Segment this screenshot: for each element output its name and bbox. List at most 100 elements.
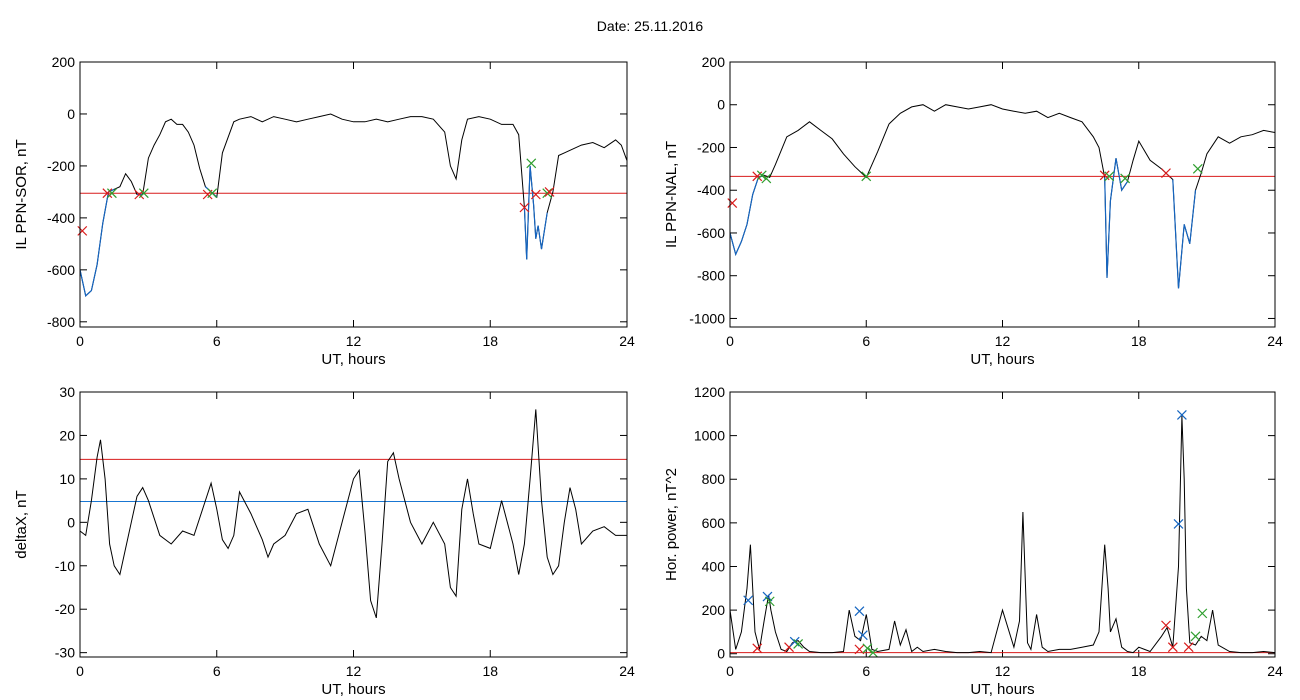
x-marker [1192,163,1203,174]
x-marker [207,188,218,199]
x-marker [862,643,873,654]
y-tick-label: 800 [702,471,726,487]
x-marker [868,647,878,658]
plot-frame [79,61,628,328]
x-axis-label: UT, hours [321,681,385,698]
x-tick-label: 6 [862,663,870,679]
x-marker [519,202,530,213]
x-marker [1176,409,1187,420]
x-marker [1190,631,1201,642]
y-axis-label: deltaX, nT [13,490,30,558]
x-tick-label: 12 [995,663,1011,679]
plot-frame [79,391,628,658]
x-marker [1197,608,1208,619]
y-tick-label: 10 [59,471,75,487]
x-marker [762,591,773,602]
storm-segment [730,174,765,257]
x-marker [102,188,113,199]
plot-deltax: 0 6 12 18 24 30 20 10 0 -10 -20 -30 UT, hours deltaX,… [13,384,635,698]
y-tick-label: -200 [47,158,75,174]
y-tick-label: 200 [52,54,76,70]
y-tick-label: -1000 [689,310,725,326]
figure-title: Date: 25.11.2016 [596,18,704,34]
storm-segment [80,188,115,297]
y-tick-label: -400 [697,182,725,198]
x-marker [1120,173,1131,184]
signal-line [80,113,627,297]
y-tick-label: 0 [67,106,75,122]
y-tick-label: 30 [59,384,75,400]
signal-line [730,104,1275,289]
y-tick-label: 600 [702,515,726,531]
x-axis-label: UT, hours [970,351,1034,368]
x-tick-label: 0 [76,333,84,349]
y-tick-label: 200 [702,602,726,618]
plot-il-ppn-sor: 0 6 12 18 24 200 0 -200 -400 -600 -800 UT, hours IL … [13,54,635,368]
x-marker [1104,171,1115,182]
x-marker [77,225,88,236]
x-marker [761,173,772,184]
x-marker [544,186,555,197]
x-tick-label: 18 [1131,663,1147,679]
x-tick-label: 6 [213,663,221,679]
x-tick-label: 24 [619,663,635,679]
y-tick-label: 1200 [694,384,725,400]
y-tick-label: 0 [67,514,75,530]
x-tick-label: 18 [1131,333,1147,349]
y-tick-label: 0 [717,97,725,113]
x-tick-label: 0 [726,333,734,349]
y-tick-label: 200 [702,54,726,70]
y-tick-label: -30 [55,645,75,661]
x-marker [1173,519,1184,529]
x-tick-label: 24 [1267,333,1283,349]
x-marker [854,606,865,617]
x-marker [542,188,553,199]
x-tick-label: 24 [1267,663,1283,679]
y-tick-label: -800 [697,268,725,284]
x-tick-label: 6 [862,333,870,349]
x-marker [727,198,738,208]
storm-segment [523,165,548,260]
x-marker [138,188,149,199]
y-tick-label: -600 [697,225,725,241]
x-marker [1167,642,1178,653]
x-marker [526,158,537,169]
y-tick-label: 20 [59,427,75,443]
plot-frame [729,61,1276,328]
y-tick-label: -600 [47,262,75,278]
storm-segment [1172,179,1197,289]
x-marker [1161,620,1171,631]
signal-line [80,409,627,619]
y-tick-label: 400 [702,558,726,574]
y-tick-label: -800 [47,314,75,330]
plot-frame [729,391,1276,658]
x-tick-label: 12 [995,333,1011,349]
y-tick-label: 0 [717,646,725,662]
x-marker [857,630,868,641]
y-axis-label: Hor. power, nT^2 [663,468,680,581]
y-axis-label: IL PPN-SOR, nT [13,139,30,249]
x-tick-label: 6 [213,333,221,349]
y-tick-label: -10 [55,558,75,574]
x-marker [793,638,804,649]
x-marker [861,171,872,182]
plot-horizontal-power: 0 6 12 18 24 1200 1000 800 600 400 200 0 UT, hours Ho… [663,384,1283,698]
x-tick-label: 12 [346,663,362,679]
x-marker [764,596,775,607]
x-marker [756,170,767,181]
x-tick-label: 18 [482,663,498,679]
x-marker [854,644,865,655]
y-tick-label: -20 [55,601,75,617]
y-tick-label: -200 [697,139,725,155]
x-marker [1183,642,1194,653]
x-tick-label: 0 [76,663,84,679]
signal-line [730,415,1275,654]
x-tick-label: 18 [482,333,498,349]
y-axis-label: IL PPN-NAL, nT [663,141,680,248]
plot-il-ppn-nal: 0 6 12 18 24 200 0 -200 -400 -600 -800 -1000 UT, hou… [663,54,1283,368]
x-marker [530,189,541,200]
x-marker [743,595,754,606]
x-axis-label: UT, hours [321,351,385,368]
x-tick-label: 12 [346,333,362,349]
